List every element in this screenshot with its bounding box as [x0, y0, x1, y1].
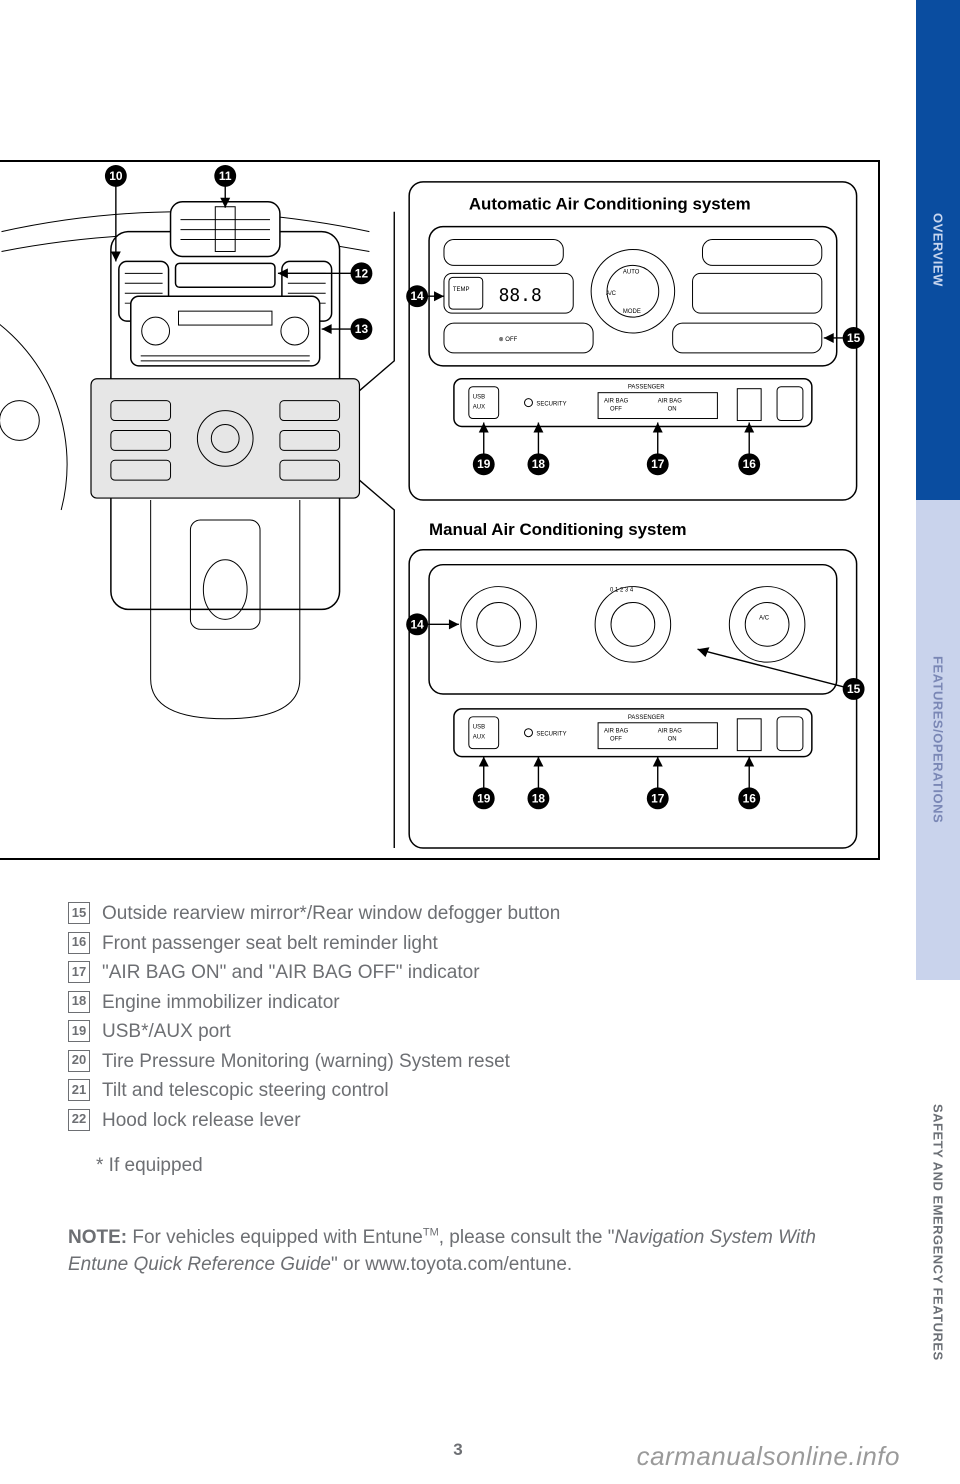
svg-text:MODE: MODE — [623, 309, 641, 315]
list-item: 17 "AIR BAG ON" and "AIR BAG OFF" indica… — [68, 959, 858, 987]
svg-text:USB: USB — [473, 725, 485, 731]
svg-text:16: 16 — [743, 457, 757, 471]
bullet-number: 19 — [68, 1020, 90, 1042]
svg-text:A/C: A/C — [759, 615, 770, 621]
svg-text:TEMP: TEMP — [453, 287, 470, 293]
side-tabs: OVERVIEW FEATURES/OPERATIONS SAFETY AND … — [916, 0, 960, 1484]
bullet-number: 20 — [68, 1050, 90, 1072]
list-item: 16 Front passenger seat belt reminder li… — [68, 930, 858, 958]
list-text: Tire Pressure Monitoring (warning) Syste… — [102, 1048, 510, 1076]
svg-text:14: 14 — [410, 289, 424, 303]
svg-text:AIR BAG: AIR BAG — [658, 729, 683, 735]
svg-text:0 1 2 3 4: 0 1 2 3 4 — [610, 588, 634, 594]
bullet-number: 15 — [68, 902, 90, 924]
list-text: USB*/AUX port — [102, 1018, 231, 1046]
list-text: Engine immobilizer indicator — [102, 989, 340, 1017]
list-text: Outside rearview mirror*/Rear window def… — [102, 900, 560, 928]
svg-text:15: 15 — [847, 331, 861, 345]
list-item: 19 USB*/AUX port — [68, 1018, 858, 1046]
svg-text:ON: ON — [668, 407, 677, 413]
svg-text:18: 18 — [532, 791, 546, 805]
svg-text:17: 17 — [651, 791, 665, 805]
svg-text:A/C: A/C — [606, 291, 617, 297]
bullet-number: 17 — [68, 961, 90, 983]
svg-text:14: 14 — [410, 617, 424, 631]
bullet-number: 21 — [68, 1079, 90, 1101]
footnote: * If equipped — [96, 1155, 203, 1177]
manual-ac-panel: Manual Air Conditioning system 0 1 2 3 4… — [406, 520, 864, 848]
svg-text:12: 12 — [355, 266, 369, 280]
svg-text:⊗ OFF: ⊗ OFF — [499, 337, 518, 343]
feature-list: 15 Outside rearview mirror*/Rear window … — [68, 900, 858, 1136]
watermark: carmanualsonline.info — [637, 1441, 900, 1472]
note-text: NOTE: For vehicles equipped with EntuneT… — [68, 1225, 858, 1278]
svg-text:Automatic Air Conditioning sys: Automatic Air Conditioning system — [469, 195, 751, 214]
svg-text:17: 17 — [651, 457, 665, 471]
svg-text:13: 13 — [355, 322, 369, 336]
tab-overview: OVERVIEW — [916, 0, 960, 500]
dashboard-figure: 10 11 12 13 Automatic Air Conditioning s… — [0, 160, 880, 860]
bullet-number: 22 — [68, 1109, 90, 1131]
svg-text:PASSENGER: PASSENGER — [628, 385, 665, 391]
tab-features: FEATURES/OPERATIONS — [916, 500, 960, 980]
svg-text:AIR BAG: AIR BAG — [604, 729, 629, 735]
svg-text:AUX: AUX — [473, 405, 485, 411]
svg-text:AUTO: AUTO — [623, 269, 640, 275]
svg-text:PASSENGER: PASSENGER — [628, 715, 665, 721]
svg-text:OFF: OFF — [610, 737, 622, 743]
svg-text:ON: ON — [668, 737, 677, 743]
svg-text:OFF: OFF — [610, 407, 622, 413]
svg-text:Manual Air Conditioning system: Manual Air Conditioning system — [429, 520, 686, 539]
svg-text:10: 10 — [109, 169, 123, 183]
bullet-number: 18 — [68, 991, 90, 1013]
list-text: "AIR BAG ON" and "AIR BAG OFF" indicator — [102, 959, 480, 987]
list-text: Hood lock release lever — [102, 1107, 301, 1135]
svg-text:SECURITY: SECURITY — [536, 732, 566, 738]
svg-text:11: 11 — [219, 169, 232, 183]
svg-text:19: 19 — [477, 791, 491, 805]
auto-ac-panel: Automatic Air Conditioning system AUTO A… — [406, 182, 864, 500]
svg-text:18: 18 — [532, 457, 546, 471]
svg-text:88.8: 88.8 — [499, 285, 542, 306]
svg-text:AIR BAG: AIR BAG — [658, 399, 683, 405]
list-item: 15 Outside rearview mirror*/Rear window … — [68, 900, 858, 928]
svg-text:19: 19 — [477, 457, 491, 471]
list-text: Front passenger seat belt reminder light — [102, 930, 438, 958]
svg-text:AIR BAG: AIR BAG — [604, 399, 629, 405]
svg-text:16: 16 — [743, 791, 757, 805]
list-text: Tilt and telescopic steering control — [102, 1077, 389, 1105]
list-item: 18 Engine immobilizer indicator — [68, 989, 858, 1017]
svg-text:AUX: AUX — [473, 735, 485, 741]
bullet-number: 16 — [68, 932, 90, 954]
svg-text:SECURITY: SECURITY — [536, 402, 566, 408]
list-item: 21 Tilt and telescopic steering control — [68, 1077, 858, 1105]
svg-text:15: 15 — [847, 682, 861, 696]
tab-safety: SAFETY AND EMERGENCY FEATURES — [916, 980, 960, 1484]
list-item: 20 Tire Pressure Monitoring (warning) Sy… — [68, 1048, 858, 1076]
svg-text:USB: USB — [473, 395, 485, 401]
list-item: 22 Hood lock release lever — [68, 1107, 858, 1135]
dashboard-drawing — [0, 202, 394, 848]
